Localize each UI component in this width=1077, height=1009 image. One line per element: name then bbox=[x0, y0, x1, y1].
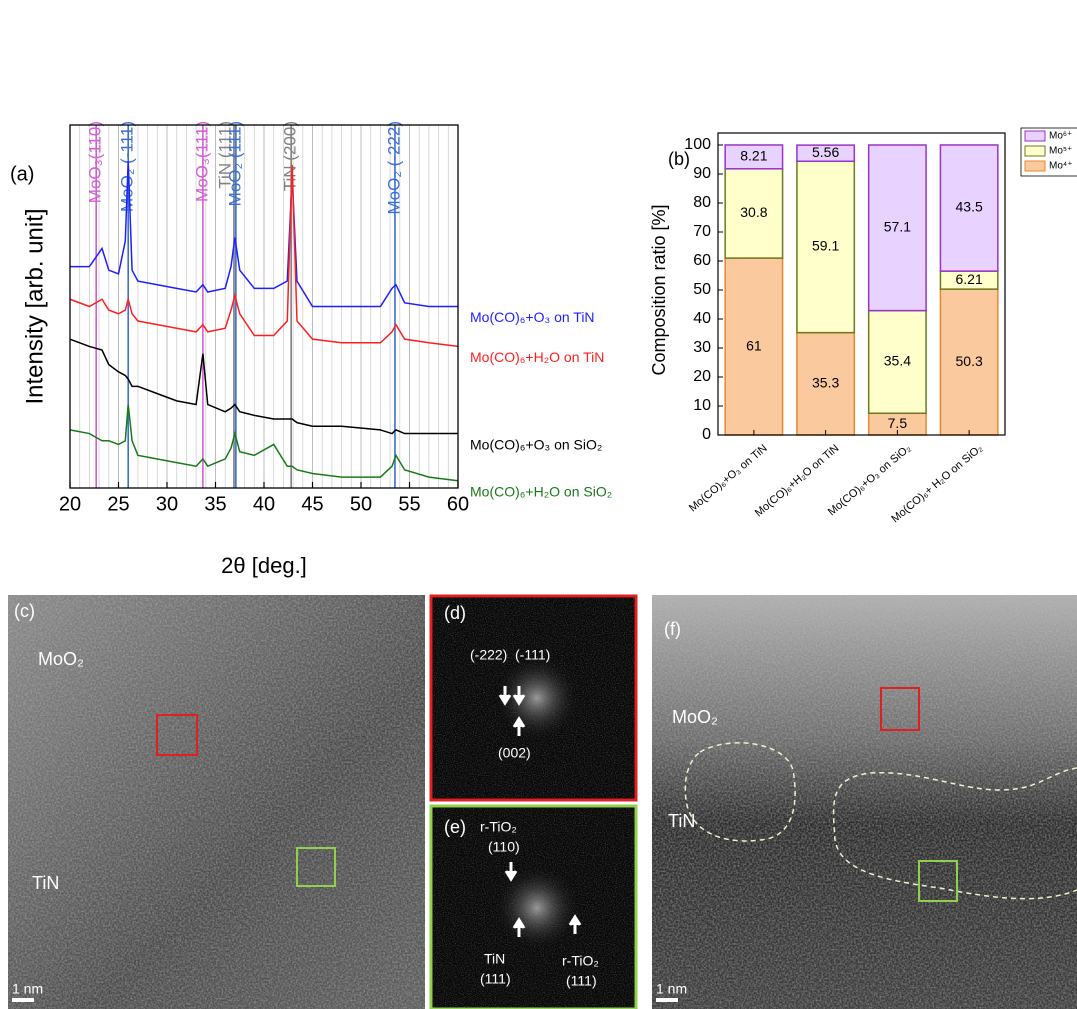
panel-label: (d) bbox=[444, 603, 466, 623]
reference-label: MoO₃(111) bbox=[192, 121, 211, 202]
fft-image-e: (e) r-TiO₂ (110) TiN (111) r-TiO₂ (111) bbox=[431, 806, 636, 1009]
fft-center bbox=[492, 863, 582, 953]
x-tick-label: 40 bbox=[253, 493, 275, 515]
tem-image-f: (f) MoO₂ TiN 1 nm bbox=[652, 595, 1077, 1009]
value-label: 61 bbox=[746, 337, 762, 353]
value-label: 59.1 bbox=[812, 238, 839, 254]
panel-label: (b) bbox=[668, 149, 690, 169]
annotation: TiN bbox=[484, 951, 505, 967]
legend-swatch bbox=[1025, 161, 1045, 171]
annotation: MoO₂ bbox=[672, 707, 718, 727]
x-tick-label: 55 bbox=[398, 493, 420, 515]
y-tick-label: 30 bbox=[693, 339, 711, 356]
value-label: 30.8 bbox=[740, 204, 767, 220]
panel-label: (c) bbox=[14, 601, 35, 621]
value-label: 35.4 bbox=[884, 353, 911, 369]
annotation: (111) bbox=[566, 973, 597, 989]
panel-label: (a) bbox=[10, 163, 34, 185]
series-label: Mo(CO)₆+O₃ on SiO₂ bbox=[470, 436, 602, 452]
reference-label: MoO₃(110) bbox=[86, 121, 105, 203]
legend-label: Mo⁴⁺ bbox=[1049, 161, 1072, 172]
x-tick-label: 45 bbox=[301, 493, 323, 515]
fft-image-d: (d) (-222) (-111) (002) bbox=[431, 596, 636, 800]
y-tick-label: 90 bbox=[693, 165, 711, 182]
value-label: 6.21 bbox=[956, 271, 983, 287]
annotation: (-222) bbox=[470, 647, 507, 663]
panel-label: (e) bbox=[444, 817, 466, 837]
value-label: 50.3 bbox=[956, 353, 983, 369]
y-tick-label: 60 bbox=[693, 252, 711, 269]
reference-label: MoO₂ (111) bbox=[225, 121, 244, 206]
legend-swatch bbox=[1025, 146, 1045, 156]
annotation: (-111) bbox=[515, 647, 550, 663]
y-axis-label: Intensity [arb. unit] bbox=[21, 208, 48, 404]
annotation: TiN bbox=[668, 811, 695, 831]
x-tick-label: Mo(CO)₆+O₃ on TiN bbox=[687, 442, 770, 514]
value-label: 57.1 bbox=[884, 218, 911, 234]
image-texture bbox=[652, 595, 1077, 1009]
scale-label: 1 nm bbox=[12, 981, 43, 997]
y-tick-label: 80 bbox=[693, 194, 711, 211]
x-tick-label: 30 bbox=[156, 493, 178, 515]
annotation: TiN bbox=[32, 873, 59, 893]
x-tick-label: 50 bbox=[350, 493, 372, 515]
scale-bar bbox=[12, 998, 34, 1002]
annotation: r-TiO₂ bbox=[562, 953, 599, 969]
y-tick-label: 40 bbox=[693, 310, 711, 327]
reference-label: MoO₂ (-222) bbox=[384, 121, 403, 215]
legend-swatch bbox=[1025, 131, 1045, 141]
legend-label: Mo⁶⁺ bbox=[1049, 131, 1072, 142]
y-tick-label: 70 bbox=[693, 223, 711, 240]
page: {"chart_data": [ {"type": "line", "panel… bbox=[0, 0, 1077, 1009]
x-tick-label: 25 bbox=[107, 493, 129, 515]
x-tick-label: 60 bbox=[447, 493, 469, 515]
annotation: (110) bbox=[488, 839, 520, 855]
value-label: 5.56 bbox=[812, 144, 839, 160]
y-tick-label: 50 bbox=[693, 281, 711, 298]
value-label: 43.5 bbox=[956, 199, 983, 215]
y-tick-label: 20 bbox=[693, 368, 711, 385]
series-label: Mo(CO)₆+O₃ on TiN bbox=[470, 309, 595, 325]
legend-label: Mo⁵⁺ bbox=[1049, 146, 1072, 157]
series-label: Mo(CO)₆+H₂O on SiO₂ bbox=[470, 483, 612, 499]
y-axis-label: Composition ratio [%] bbox=[649, 204, 669, 375]
annotation: r-TiO₂ bbox=[480, 819, 517, 835]
value-label: 7.5 bbox=[888, 415, 908, 431]
reference-label: TiN (200) bbox=[281, 121, 300, 191]
annotation: (002) bbox=[498, 745, 531, 761]
scale-label: 1 nm bbox=[656, 981, 687, 997]
value-label: 35.3 bbox=[812, 375, 839, 391]
tem-image-c: (c) MoO₂ TiN 1 nm bbox=[8, 595, 425, 1009]
scale-bar bbox=[656, 998, 678, 1002]
value-label: 8.21 bbox=[740, 148, 767, 164]
annotation: (111) bbox=[480, 971, 511, 987]
panel-label: (f) bbox=[664, 619, 681, 639]
y-tick-label: 10 bbox=[693, 397, 711, 414]
y-tick-label: 0 bbox=[702, 426, 711, 443]
series-label: Mo(CO)₆+H₂O on TiN bbox=[470, 349, 604, 365]
figure: (c) MoO₂ TiN 1 nm (d) (-222) (-111) (002… bbox=[0, 0, 1077, 1009]
x-tick-label: 20 bbox=[59, 493, 81, 515]
annotation: MoO₂ bbox=[38, 649, 84, 669]
x-tick-label: 35 bbox=[204, 493, 226, 515]
x-axis-label: 2θ [deg.] bbox=[221, 553, 307, 578]
